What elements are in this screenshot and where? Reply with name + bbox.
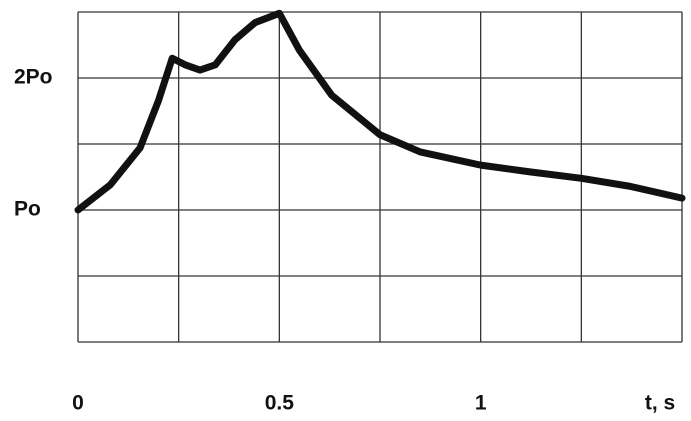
- x-tick-label: 0.5: [265, 392, 295, 415]
- x-tick-label: 0: [72, 392, 84, 415]
- x-tick-label: 1: [475, 392, 487, 415]
- data-line: [74, 9, 686, 214]
- x-axis-label: t, s: [645, 392, 675, 415]
- y-tick-label: 2Po: [14, 66, 53, 89]
- y-tick-label: Po: [14, 198, 41, 221]
